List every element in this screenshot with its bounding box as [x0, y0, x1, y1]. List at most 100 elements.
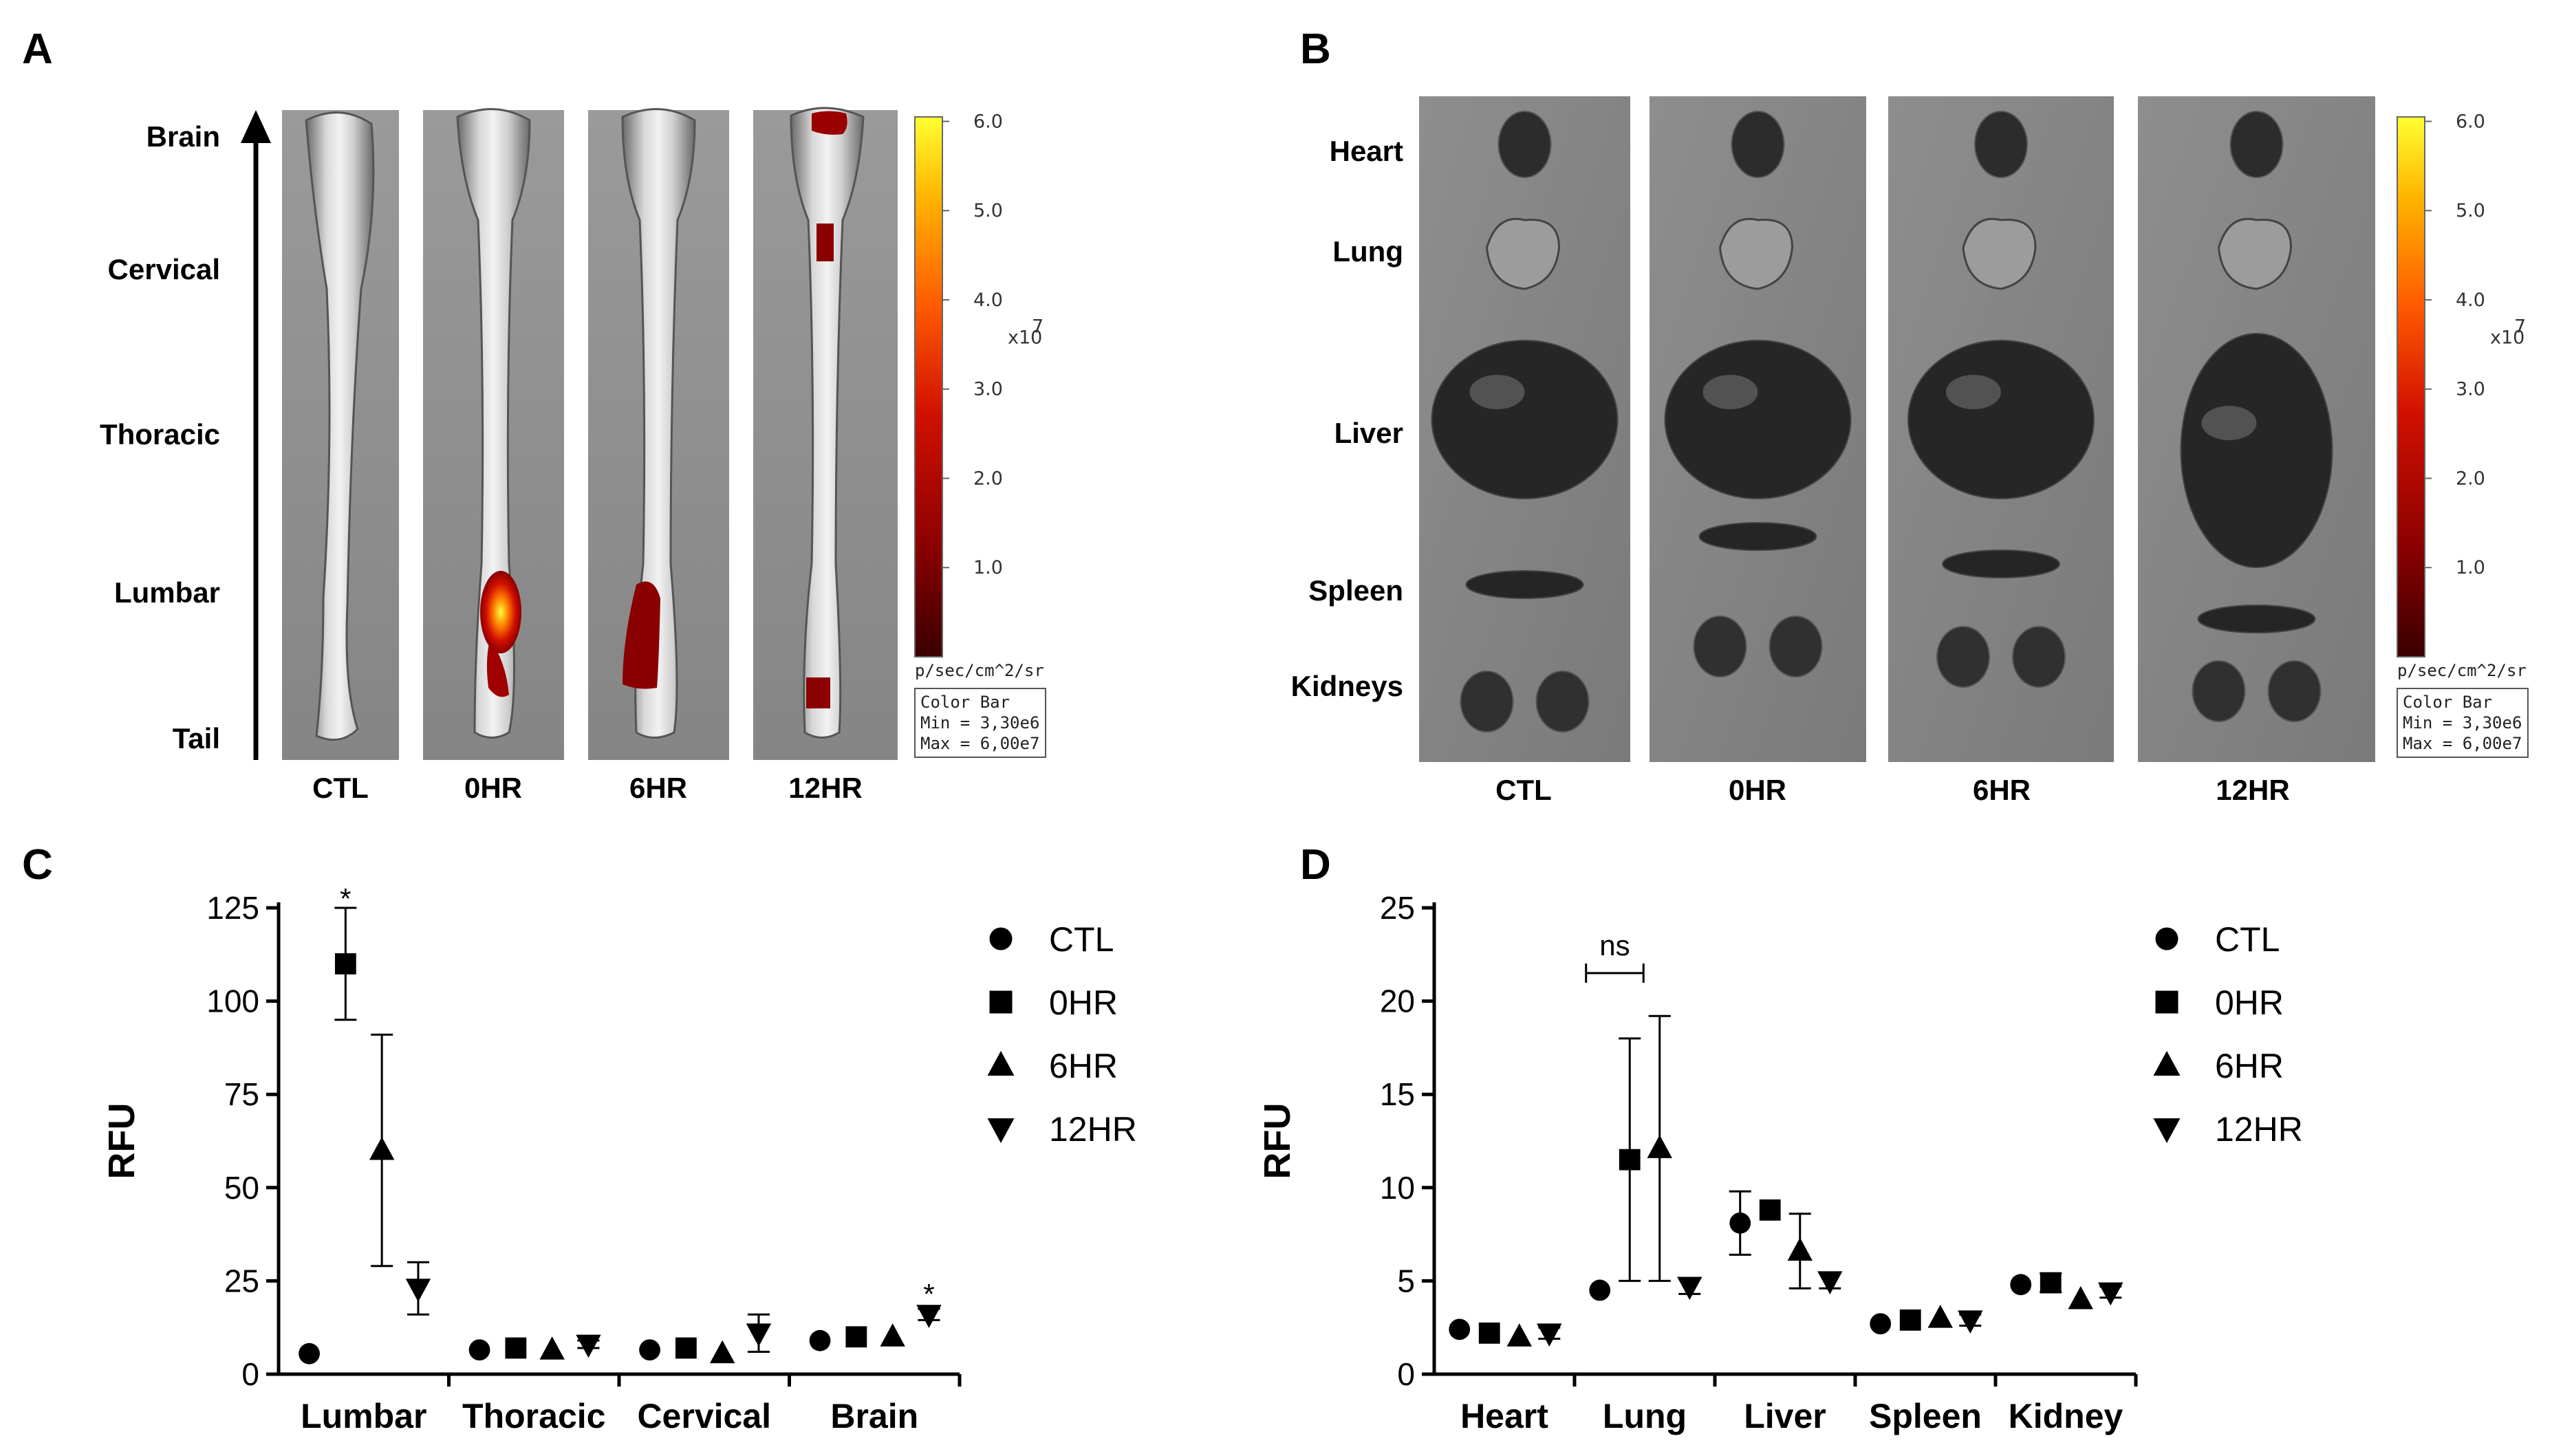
kidney-left-6hr — [1936, 626, 1990, 688]
color-bar-box-title-b: Color Bar — [2403, 693, 2492, 712]
legend-marker-12hr — [2153, 1118, 2181, 1143]
data-point-6hr-liver — [1787, 1237, 1813, 1261]
heart-0hr — [1731, 111, 1785, 178]
y-tick-label: 25 — [1380, 890, 1415, 926]
y-tick-label: 10 — [1380, 1170, 1415, 1206]
spinal-cord-0hr — [456, 108, 531, 739]
y-tick-label: 50 — [224, 1170, 259, 1206]
data-point-12hr-thoracic — [576, 1334, 601, 1358]
color-bar-gradient-b — [2397, 116, 2425, 658]
data-point-0hr-spleen — [1899, 1309, 1921, 1331]
data-point-0hr-lumbar — [334, 953, 356, 975]
liver-highlight-6hr — [1946, 375, 2001, 409]
spleen-12hr — [2197, 605, 2316, 633]
significance-star: * — [340, 882, 351, 915]
panel-c-chart: 0 25 50 75 100 125 Lumbar Thoracic Cervical Brain… — [101, 882, 1137, 1435]
condition-label-0hr: 0HR — [464, 772, 522, 804]
color-bar-tick-label-a: 3.0 — [973, 379, 1003, 400]
spinal-cord-ctl — [305, 111, 375, 741]
organ-label-kidneys: Kidneys — [1291, 670, 1403, 702]
condition-label-ctl: CTL — [312, 772, 369, 804]
signal-12hr-tail — [806, 677, 830, 708]
legend-label-ctl: CTL — [1049, 920, 1114, 959]
data-point-12hr-lumbar — [405, 1279, 431, 1302]
color-bar-gradient-a — [914, 116, 943, 658]
condition-label-6hr: 6HR — [629, 772, 687, 804]
data-point-ctl-liver — [1729, 1212, 1751, 1234]
data-point-12hr-spleen — [1958, 1310, 1983, 1334]
color-bar-box-min-b: Min = 3,30e6 — [2403, 713, 2522, 732]
data-point-ctl-spleen — [1870, 1313, 1892, 1335]
signal-12hr-brain — [812, 111, 847, 135]
region-label-tail: Tail — [173, 722, 220, 754]
organ-label-spleen: Spleen — [1308, 574, 1403, 607]
data-point-0hr-lung — [1619, 1149, 1641, 1171]
category-label-lumbar: Lumbar — [301, 1397, 426, 1435]
color-bar-info-box-a — [914, 688, 1046, 758]
data-point-ctl-heart — [1449, 1318, 1471, 1340]
panel-a-spinal-cord-images — [282, 107, 898, 760]
spleen-0hr — [1698, 522, 1817, 551]
legend-label-12hr: 12HR — [2215, 1110, 2303, 1149]
heart-12hr — [2229, 111, 2284, 178]
liver-highlight-ctl — [1469, 375, 1525, 409]
data-point-6hr-thoracic — [539, 1336, 565, 1360]
data-point-12hr-brain — [916, 1305, 942, 1328]
lung-12hr — [2217, 217, 2293, 290]
liver-ctl — [1431, 340, 1619, 499]
color-bar-tick-label-b: 2.0 — [2456, 468, 2485, 489]
color-bar-tick-label-a: 4.0 — [973, 290, 1003, 311]
legend-label-6hr: 6HR — [1049, 1047, 1118, 1085]
heart-ctl — [1497, 111, 1552, 178]
legend-marker-0hr — [2155, 990, 2178, 1014]
color-bar-tick-label-b: 1.0 — [2456, 557, 2485, 578]
data-point-ctl-cervical — [639, 1339, 660, 1361]
data-point-ctl-brain — [809, 1329, 831, 1351]
significance-star: * — [923, 1278, 934, 1310]
legend-marker-6hr — [987, 1051, 1015, 1076]
data-point-ctl-lumbar — [299, 1343, 320, 1365]
signal-0hr-tail — [486, 640, 509, 697]
color-bar-tick-label-b: 3.0 — [2456, 379, 2485, 400]
kidney-left-0hr — [1693, 616, 1747, 677]
panel-a-axis-arrow — [241, 110, 271, 760]
panel-a-condition-labels: CTL 0HR 6HR 12HR — [312, 772, 863, 804]
y-tick-label: 125 — [206, 890, 259, 926]
panel-letter-b: B — [1300, 25, 1331, 73]
region-label-lumbar: Lumbar — [114, 576, 220, 609]
organ-condition-label-ctl: CTL — [1495, 774, 1552, 806]
spleen-ctl — [1465, 570, 1584, 599]
category-label-brain: Brain — [830, 1397, 918, 1435]
data-point-6hr-lung — [1647, 1135, 1672, 1158]
legend-marker-12hr — [987, 1118, 1015, 1143]
organ-condition-label-0hr: 0HR — [1729, 774, 1786, 806]
kidney-left-ctl — [1460, 671, 1514, 732]
heart-6hr — [1974, 111, 2028, 178]
data-point-0hr-liver — [1759, 1199, 1781, 1221]
panel-d-chart: 0 5 10 15 20 25 Heart Lung Liver Spleen Kidney RFU n… — [1257, 890, 2303, 1435]
panel-a-region-labels: Brain Cervical Thoracic Lumbar Tail — [100, 120, 220, 754]
data-point-12hr-cervical — [746, 1323, 772, 1347]
y-tick-label: 0 — [241, 1356, 259, 1392]
kidney-left-12hr — [2192, 660, 2246, 722]
color-bar-tick-label-b: 6.0 — [2456, 111, 2485, 132]
panel-letter-a: A — [22, 25, 53, 73]
panel-letter-c: C — [22, 841, 53, 889]
lung-6hr — [1962, 217, 2037, 290]
lung-0hr — [1718, 217, 1794, 290]
color-bar-box-title-a: Color Bar — [920, 693, 1010, 712]
signal-6hr-lumbar — [623, 581, 660, 689]
region-label-thoracic: Thoracic — [100, 418, 220, 450]
color-bar-tick-label-b: 5.0 — [2456, 200, 2485, 221]
condition-label-12hr: 12HR — [788, 772, 862, 804]
legend-marker-0hr — [989, 990, 1013, 1014]
color-bar-unit-b: p/sec/cm^2/sr — [2397, 661, 2527, 680]
data-point-12hr-kidney — [2098, 1282, 2123, 1306]
region-label-brain: Brain — [147, 120, 220, 153]
category-label-spleen: Spleen — [1869, 1397, 1982, 1435]
color-bar-tick-label-a: 2.0 — [973, 468, 1003, 489]
data-point-0hr-kidney — [2040, 1272, 2062, 1294]
signal-12hr-cervical — [817, 224, 834, 261]
